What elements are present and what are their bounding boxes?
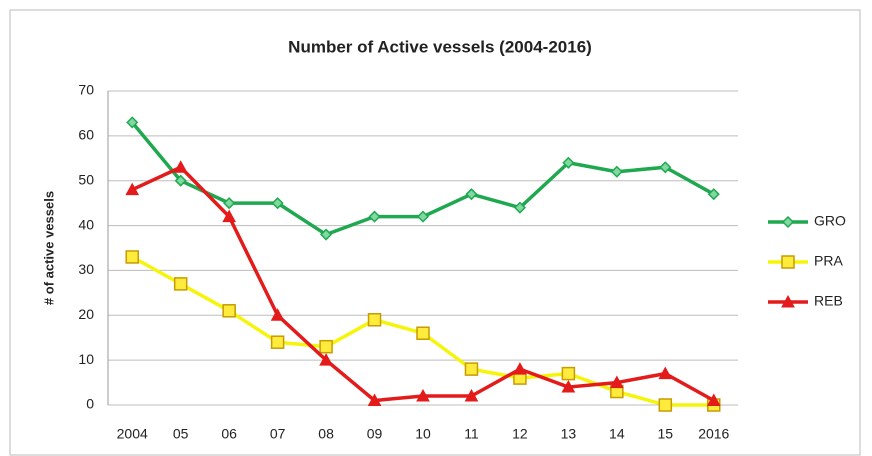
x-tick-label: 15 [658,426,674,442]
data-point [658,366,673,380]
data-point [222,209,236,223]
data-point [173,277,188,291]
x-tick-label: 06 [221,426,237,442]
chart-frame [9,9,861,456]
y-tick-label: 40 [78,216,94,232]
data-point [610,165,623,178]
x-tick-label: 14 [609,426,625,442]
data-point [173,160,188,173]
y-tick-label: 60 [78,127,94,143]
data-point [464,388,479,402]
data-point [707,188,720,201]
x-tick-label: 2016 [698,426,729,442]
data-point [658,398,673,412]
data-point [270,335,285,349]
data-point [416,326,430,340]
legend-label: PRA [814,253,843,269]
data-point [464,362,479,376]
legend-label: REB [814,293,843,309]
data-point [174,174,187,187]
data-point [561,366,576,381]
data-point [271,197,284,210]
data-point [319,339,333,354]
data-point [126,116,139,129]
data-point [465,188,478,201]
data-point [125,250,139,264]
y-tick-label: 50 [78,171,94,187]
data-point [223,197,236,210]
y-tick-label: 10 [78,351,94,367]
x-tick-label: 13 [561,426,577,442]
x-tick-label: 09 [367,426,383,442]
x-tick-label: 2004 [117,426,148,442]
data-point [561,380,576,393]
data-point [368,210,381,223]
data-point [319,353,333,366]
legend-marker [781,215,795,229]
y-tick-label: 0 [86,396,94,412]
x-tick-label: 08 [318,426,334,442]
x-tick-label: 11 [464,426,479,442]
x-tick-label: 05 [173,426,189,442]
x-tick-label: 10 [415,426,431,442]
data-point [320,228,333,241]
data-point [706,393,721,407]
y-tick-label: 20 [78,306,94,322]
y-tick-label: 30 [78,261,94,277]
data-point [125,182,140,196]
data-point [270,308,285,321]
data-point [222,304,236,318]
data-point [416,388,430,402]
y-axis-label: # of active vessels [41,191,56,305]
data-point [562,156,575,169]
legend-label: GRO [814,213,846,229]
y-tick-label: 70 [78,82,94,98]
data-point [367,313,382,327]
legend-marker [781,294,795,308]
data-point [513,201,526,214]
data-point [367,393,382,407]
chart-title: Number of Active vessels (2004-2016) [288,37,592,56]
data-point [416,210,430,223]
data-point [610,375,624,389]
data-point [659,161,672,174]
data-point [513,362,527,375]
x-tick-label: 07 [270,426,286,442]
legend-marker [781,255,795,269]
x-tick-label: 12 [512,426,528,442]
